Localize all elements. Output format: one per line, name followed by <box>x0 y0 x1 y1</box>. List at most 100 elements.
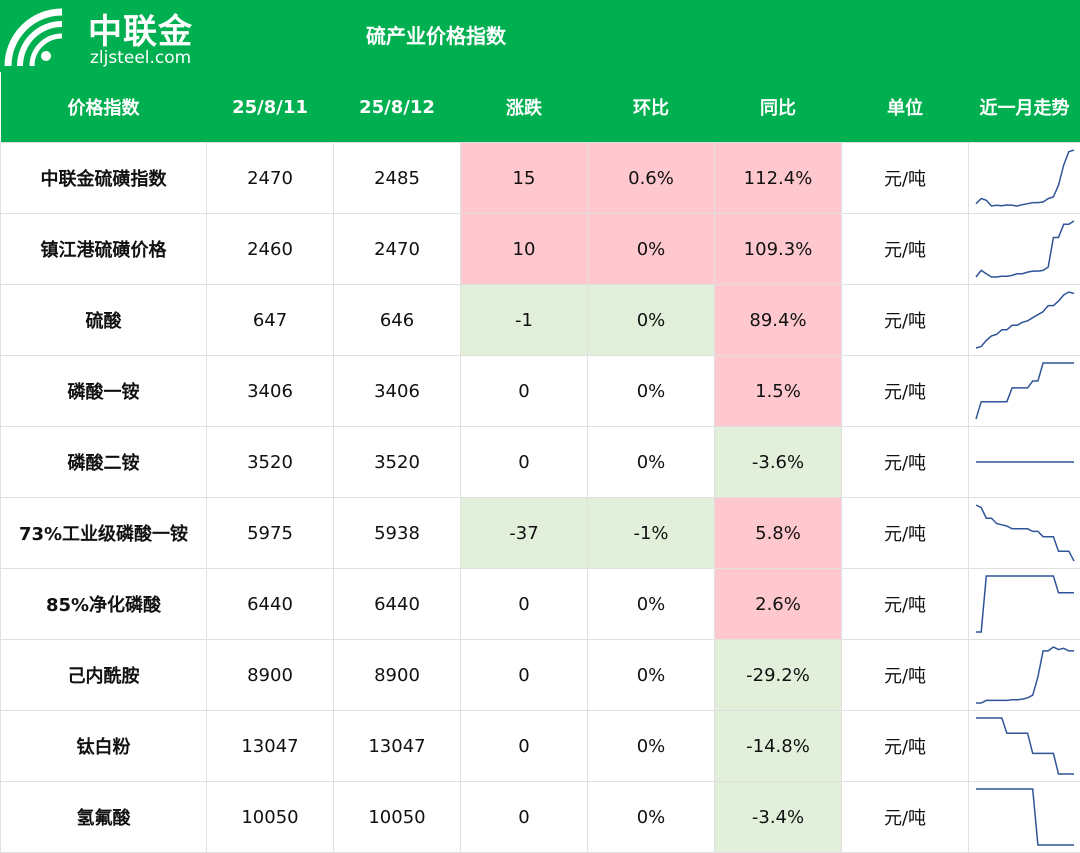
sparkline-line <box>976 789 1074 845</box>
trend-sparkline <box>973 360 1077 422</box>
page-title: 硫产业价格指数 <box>366 20 506 49</box>
row-name: 73%工业级磷酸一铵 <box>1 498 207 569</box>
trend-sparkline <box>973 289 1077 351</box>
trend-sparkline-cell <box>969 214 1080 285</box>
trend-sparkline <box>973 218 1077 280</box>
yoy-value: -3.6% <box>715 427 842 498</box>
yoy-value: 112.4% <box>715 143 842 214</box>
col-header-yoy: 同比 <box>715 72 842 143</box>
value-date2: 2485 <box>334 143 461 214</box>
unit-label: 元/吨 <box>842 356 969 427</box>
trend-sparkline <box>973 786 1077 848</box>
trend-sparkline-cell <box>969 569 1080 640</box>
value-date2: 3520 <box>334 427 461 498</box>
col-header-unit: 单位 <box>842 72 969 143</box>
yoy-value: -14.8% <box>715 711 842 782</box>
yoy-value: 5.8% <box>715 498 842 569</box>
sparkline-line <box>976 718 1074 774</box>
trend-sparkline-cell <box>969 356 1080 427</box>
unit-label: 元/吨 <box>842 285 969 356</box>
change-value: 0 <box>461 427 588 498</box>
value-date1: 3520 <box>207 427 334 498</box>
value-date1: 5975 <box>207 498 334 569</box>
mom-value: 0% <box>588 569 715 640</box>
row-name: 己内酰胺 <box>1 640 207 711</box>
unit-label: 元/吨 <box>842 427 969 498</box>
unit-label: 元/吨 <box>842 143 969 214</box>
sparkline-line <box>976 292 1074 348</box>
row-name: 磷酸一铵 <box>1 356 207 427</box>
change-value: 10 <box>461 214 588 285</box>
change-value: -1 <box>461 285 588 356</box>
change-value: 0 <box>461 569 588 640</box>
unit-label: 元/吨 <box>842 782 969 853</box>
row-name: 镇江港硫磺价格 <box>1 214 207 285</box>
row-name: 85%净化磷酸 <box>1 569 207 640</box>
value-date1: 10050 <box>207 782 334 853</box>
change-value: 0 <box>461 782 588 853</box>
brand-website: zljsteel.com <box>90 48 191 68</box>
trend-sparkline <box>973 147 1077 209</box>
value-date1: 2470 <box>207 143 334 214</box>
value-date1: 2460 <box>207 214 334 285</box>
trend-sparkline-cell <box>969 640 1080 711</box>
value-date1: 6440 <box>207 569 334 640</box>
col-header-trend: 近一月走势 <box>969 72 1080 143</box>
unit-label: 元/吨 <box>842 640 969 711</box>
value-date2: 2470 <box>334 214 461 285</box>
mom-value: 0% <box>588 782 715 853</box>
trend-sparkline-cell <box>969 427 1080 498</box>
trend-sparkline <box>973 573 1077 635</box>
trend-sparkline-cell <box>969 285 1080 356</box>
value-date2: 3406 <box>334 356 461 427</box>
col-header-date2: 25/8/12 <box>334 72 461 143</box>
trend-sparkline-cell <box>969 143 1080 214</box>
value-date1: 3406 <box>207 356 334 427</box>
mom-value: 0% <box>588 711 715 782</box>
sparkline-line <box>976 150 1074 206</box>
col-header-date1: 25/8/11 <box>207 72 334 143</box>
header-row: 价格指数 25/8/11 25/8/12 涨跌 环比 同比 单位 近一月走势 <box>1 72 1080 143</box>
row-name: 钛白粉 <box>1 711 207 782</box>
unit-label: 元/吨 <box>842 214 969 285</box>
value-date2: 5938 <box>334 498 461 569</box>
value-date2: 8900 <box>334 640 461 711</box>
unit-label: 元/吨 <box>842 711 969 782</box>
trend-sparkline <box>973 644 1077 706</box>
unit-label: 元/吨 <box>842 498 969 569</box>
sparkline-line <box>976 576 1074 632</box>
row-name: 氢氟酸 <box>1 782 207 853</box>
change-value: -37 <box>461 498 588 569</box>
yoy-value: 109.3% <box>715 214 842 285</box>
change-value: 0 <box>461 711 588 782</box>
value-date1: 13047 <box>207 711 334 782</box>
yoy-value: -3.4% <box>715 782 842 853</box>
change-value: 0 <box>461 640 588 711</box>
row-name: 磷酸二铵 <box>1 427 207 498</box>
mom-value: 0% <box>588 285 715 356</box>
sparkline-line <box>976 647 1074 703</box>
trend-sparkline <box>973 431 1077 493</box>
value-date2: 6440 <box>334 569 461 640</box>
row-name: 中联金硫磺指数 <box>1 143 207 214</box>
col-header-change: 涨跌 <box>461 72 588 143</box>
mom-value: 0% <box>588 356 715 427</box>
unit-label: 元/吨 <box>842 569 969 640</box>
value-date2: 646 <box>334 285 461 356</box>
value-date1: 8900 <box>207 640 334 711</box>
yoy-value: 1.5% <box>715 356 842 427</box>
mom-value: 0.6% <box>588 143 715 214</box>
mom-value: 0% <box>588 427 715 498</box>
trend-sparkline <box>973 715 1077 777</box>
